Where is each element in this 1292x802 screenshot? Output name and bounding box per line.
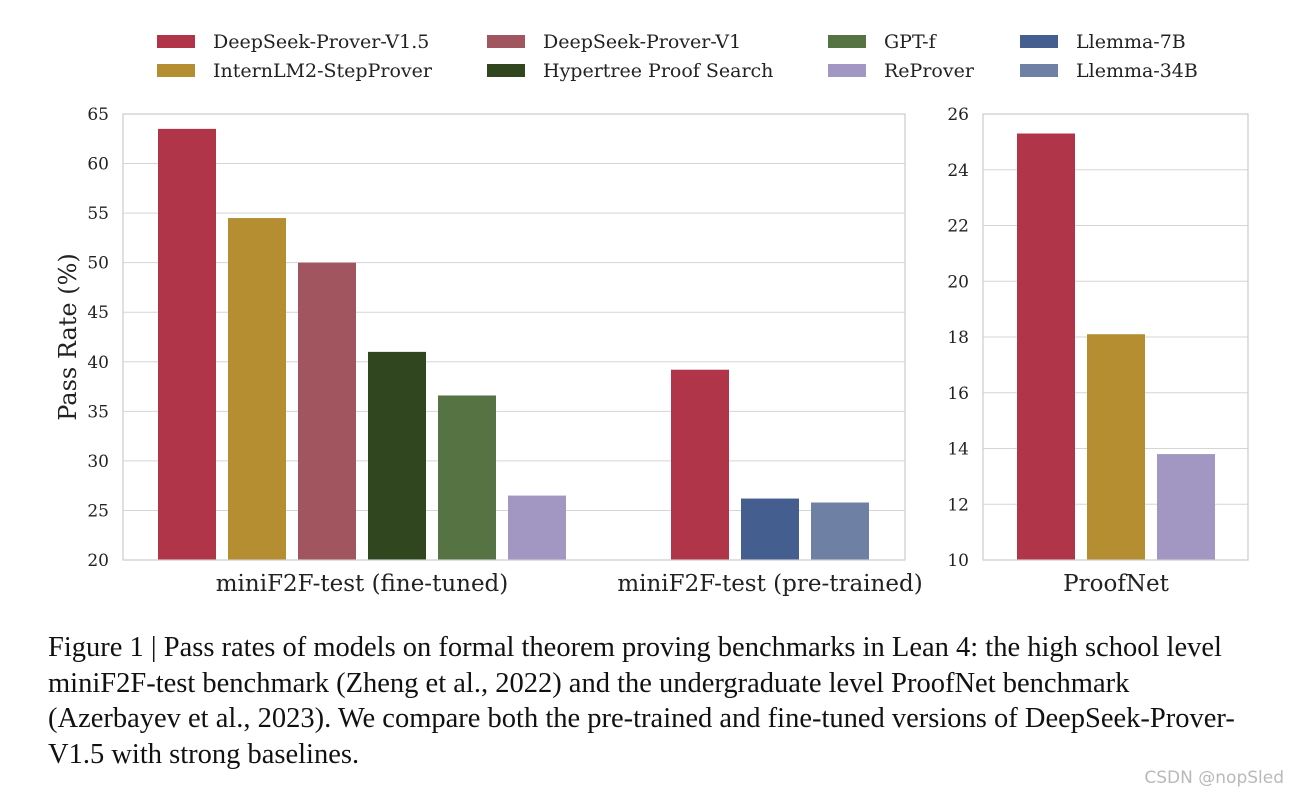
y-tick-label: 30 bbox=[87, 452, 109, 472]
y-tick-label: 55 bbox=[87, 204, 109, 224]
bar-hypertree-proof-search bbox=[368, 351, 426, 560]
legend-item-deepseek-prover-v1: DeepSeek-Prover-V1 bbox=[487, 31, 741, 53]
bar-gpt-f bbox=[438, 395, 496, 560]
y-tick-label: 10 bbox=[947, 551, 969, 571]
y-tick-label: 50 bbox=[87, 254, 109, 274]
legend-swatch bbox=[487, 35, 525, 48]
legend-item-reprover: ReProver bbox=[828, 60, 975, 82]
y-tick-label: 26 bbox=[947, 105, 969, 125]
y-tick-label: 35 bbox=[87, 402, 109, 422]
y-tick-label: 16 bbox=[947, 384, 969, 404]
bar-deepseek-prover-v1-5 bbox=[158, 128, 216, 560]
legend-label: Hypertree Proof Search bbox=[543, 60, 773, 82]
y-tick-label: 60 bbox=[87, 155, 109, 175]
bar-group-minif2f-test-pre-trained: miniF2F-test (pre-trained) bbox=[617, 369, 923, 597]
bar-group-proofnet: ProofNet bbox=[1017, 133, 1215, 597]
legend-label: Llemma-7B bbox=[1076, 31, 1186, 53]
legend-item-llemma-34b: Llemma-34B bbox=[1020, 60, 1198, 82]
legend-swatch bbox=[1020, 35, 1058, 48]
legend-swatch bbox=[828, 35, 866, 48]
legend-swatch bbox=[1020, 64, 1058, 77]
bar-reprover bbox=[508, 495, 566, 560]
figure-caption: Figure 1 | Pass rates of models on forma… bbox=[48, 632, 1235, 770]
bar-deepseek-prover-v1-5 bbox=[1017, 133, 1075, 560]
bar-group-minif2f-test-fine-tuned: miniF2F-test (fine-tuned) bbox=[158, 128, 566, 597]
legend-label: GPT-f bbox=[884, 31, 938, 53]
legend-item-llemma-7b: Llemma-7B bbox=[1020, 31, 1186, 53]
legend-label: ReProver bbox=[884, 60, 975, 82]
y-tick-label: 25 bbox=[87, 501, 109, 521]
bar-llemma-34b bbox=[811, 502, 869, 560]
legend-item-gpt-f: GPT-f bbox=[828, 31, 938, 53]
legend-item-hypertree-proof-search: Hypertree Proof Search bbox=[487, 60, 773, 82]
y-tick-label: 65 bbox=[87, 105, 109, 125]
y-tick-label: 20 bbox=[87, 551, 109, 571]
bar-internlm2-stepprover bbox=[1087, 334, 1145, 560]
legend-item-internlm2-stepprover: InternLM2-StepProver bbox=[157, 60, 433, 82]
bar-reprover bbox=[1157, 454, 1215, 560]
y-tick-label: 12 bbox=[947, 495, 969, 515]
plot-frame bbox=[982, 113, 1249, 561]
bar-internlm2-stepprover bbox=[228, 218, 286, 561]
legend-swatch bbox=[157, 35, 195, 48]
legend-label: DeepSeek-Prover-V1.5 bbox=[213, 31, 429, 53]
bar-llemma-7b bbox=[741, 498, 799, 560]
y-axis-label: Pass Rate (%) bbox=[54, 253, 82, 421]
y-tick-label: 22 bbox=[947, 217, 969, 237]
legend-label: DeepSeek-Prover-V1 bbox=[543, 31, 741, 53]
legend-swatch bbox=[487, 64, 525, 77]
chart-panel-proofnet: 10 12 14 16 18 20 22 24 26 ProofNet bbox=[947, 105, 1249, 597]
legend-label: Llemma-34B bbox=[1076, 60, 1198, 82]
bar-deepseek-prover-v1-5 bbox=[671, 369, 729, 560]
legend-item-deepseek-prover-v1-5: DeepSeek-Prover-V1.5 bbox=[157, 31, 429, 53]
y-tick-label: 24 bbox=[947, 161, 969, 181]
y-tick-label: 14 bbox=[947, 440, 969, 460]
legend: DeepSeek-Prover-V1.5 InternLM2-StepProver… bbox=[157, 31, 1198, 82]
plot-frame bbox=[122, 113, 906, 561]
chart-panel-minif2f: 20 25 30 35 40 45 50 55 60 65 miniF2F-test (fine-t… bbox=[54, 105, 923, 597]
legend-swatch bbox=[157, 64, 195, 77]
legend-label: InternLM2-StepProver bbox=[213, 60, 433, 82]
bar-deepseek-prover-v1 bbox=[298, 262, 356, 560]
y-tick-label: 20 bbox=[947, 272, 969, 292]
x-category-label: miniF2F-test (fine-tuned) bbox=[216, 571, 509, 597]
x-category-label: miniF2F-test (pre-trained) bbox=[617, 571, 922, 597]
x-category-label: ProofNet bbox=[1063, 571, 1169, 597]
watermark: CSDN @nopSled bbox=[1144, 768, 1284, 788]
y-tick-label: 40 bbox=[87, 353, 109, 373]
legend-swatch bbox=[828, 64, 866, 77]
y-tick-label: 18 bbox=[947, 328, 969, 348]
y-tick-label: 45 bbox=[87, 303, 109, 323]
